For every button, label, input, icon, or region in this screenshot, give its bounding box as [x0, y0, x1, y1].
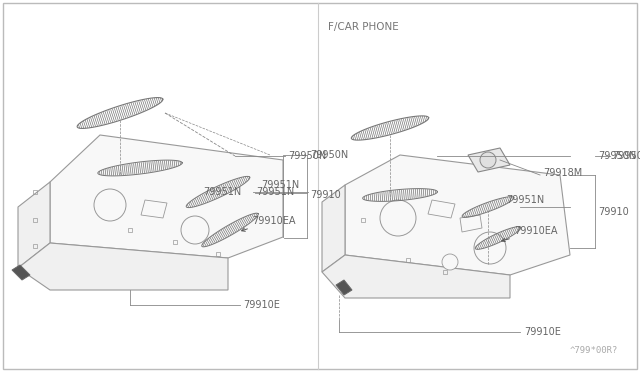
Text: 79950N: 79950N	[288, 151, 326, 161]
Polygon shape	[428, 200, 455, 218]
Polygon shape	[322, 185, 345, 272]
Circle shape	[480, 152, 496, 168]
Polygon shape	[12, 265, 30, 280]
Circle shape	[380, 200, 416, 236]
Polygon shape	[322, 255, 510, 298]
Text: 79910E: 79910E	[524, 327, 561, 337]
Circle shape	[181, 216, 209, 244]
Circle shape	[442, 254, 458, 270]
Polygon shape	[468, 148, 510, 172]
Text: 79951N: 79951N	[203, 187, 241, 197]
Circle shape	[94, 189, 126, 221]
Text: 79951N: 79951N	[261, 180, 300, 190]
Text: 79910EA: 79910EA	[252, 216, 296, 226]
Polygon shape	[18, 243, 228, 290]
Text: 79950N: 79950N	[598, 151, 636, 161]
Polygon shape	[50, 135, 283, 258]
Text: 79910: 79910	[310, 190, 340, 200]
Polygon shape	[345, 155, 570, 275]
Text: F/CAR PHONE: F/CAR PHONE	[328, 22, 399, 32]
Text: 79950N: 79950N	[612, 151, 640, 161]
Polygon shape	[460, 215, 482, 232]
Polygon shape	[141, 200, 167, 218]
Text: 79910EA: 79910EA	[514, 226, 557, 236]
Text: 79910: 79910	[598, 207, 628, 217]
Text: ^799*00R?: ^799*00R?	[570, 346, 618, 355]
Text: 79951N: 79951N	[506, 195, 544, 205]
Text: 79910E: 79910E	[243, 300, 280, 310]
Text: 79950N: 79950N	[310, 150, 348, 160]
Text: 79918M: 79918M	[543, 168, 582, 178]
Polygon shape	[336, 280, 352, 295]
Circle shape	[474, 232, 506, 264]
Polygon shape	[18, 182, 50, 268]
Text: 79951N: 79951N	[256, 187, 294, 197]
